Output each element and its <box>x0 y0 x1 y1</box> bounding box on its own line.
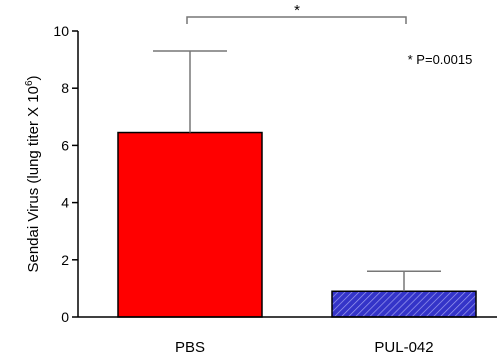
y-ticks-layer: 0 2 4 6 8 10 <box>53 23 78 325</box>
x-tick-label: PUL-042 <box>374 339 433 356</box>
significance-star: * <box>294 2 300 19</box>
p-value-annotation: * P=0.0015 <box>408 52 473 67</box>
x-labels-layer: PBS PUL-042 <box>175 339 434 356</box>
y-axis-label-close: ) <box>25 75 42 80</box>
bar-pul-042 <box>331 290 477 318</box>
y-tick-label: 10 <box>53 23 69 39</box>
y-axis-label: Sendai Virus (lung titer X 106) <box>24 75 42 272</box>
significance-bracket <box>186 16 407 24</box>
y-tick-label: 2 <box>61 252 69 268</box>
x-tick-label: PBS <box>175 339 205 356</box>
error-bars-layer <box>153 50 441 292</box>
y-axis-label-exponent: 6 <box>24 80 35 86</box>
y-tick-label: 8 <box>61 80 69 96</box>
y-tick-label: 4 <box>61 195 69 211</box>
y-tick-label: 6 <box>61 137 69 153</box>
y-tick-label: 0 <box>61 309 69 325</box>
bars-layer <box>117 131 477 318</box>
bar-pbs <box>117 131 263 318</box>
